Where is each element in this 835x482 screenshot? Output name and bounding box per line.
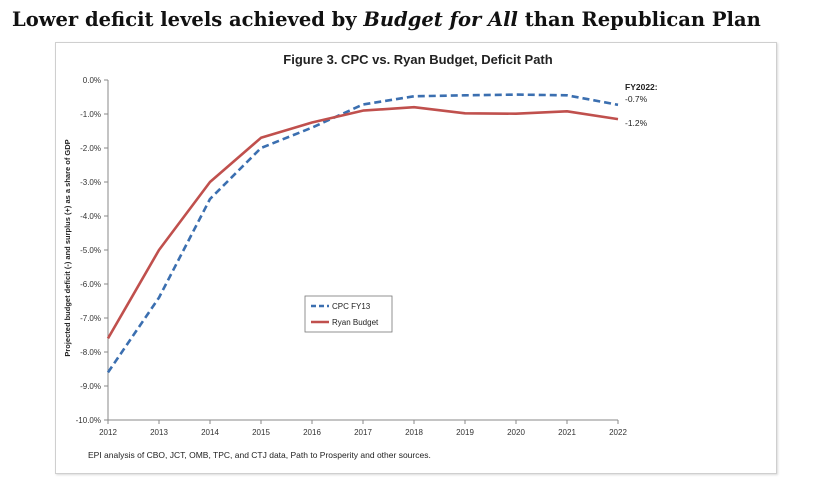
x-tick-label: 2020: [507, 428, 525, 437]
y-tick-label: -2.0%: [80, 144, 101, 153]
headline-emphasis: Budget for All: [363, 8, 518, 31]
y-tick-label: -7.0%: [80, 314, 101, 323]
fy2022-header: FY2022:: [625, 82, 658, 92]
x-tick-label: 2015: [252, 428, 270, 437]
headline-part2: than Republican Plan: [517, 8, 761, 31]
chart-axes: 0.0% -1.0% -2.0% -3.0% -4.0% -5.0% -6.0% -7.0% -…: [76, 76, 628, 437]
y-tick-label: 0.0%: [83, 76, 101, 85]
legend-box: [304, 295, 393, 333]
legend-label: CPC FY13: [332, 302, 371, 311]
x-tick-label: 2021: [558, 428, 576, 437]
chart-title: Figure 3. CPC vs. Ryan Budget, Deficit P…: [283, 52, 552, 67]
page-headline: Lower deficit levels achieved by Budget …: [12, 8, 761, 31]
legend-label: Ryan Budget: [332, 318, 379, 327]
y-tick-label: -4.0%: [80, 212, 101, 221]
x-tick-label: 2016: [303, 428, 321, 437]
y-tick-label: -1.0%: [80, 110, 101, 119]
x-tick-label: 2018: [405, 428, 423, 437]
x-tick-label: 2013: [150, 428, 168, 437]
source-note: EPI analysis of CBO, JCT, OMB, TPC, and …: [88, 450, 431, 460]
chart-legend: CPC FY13 Ryan Budget: [304, 295, 393, 333]
y-tick-label: -9.0%: [80, 382, 101, 391]
fy2022-ryan-value: -1.2%: [625, 118, 648, 128]
x-tick-label: 2017: [354, 428, 372, 437]
headline-part1: Lower deficit levels achieved by: [12, 8, 364, 31]
x-tick-label: 2014: [201, 428, 219, 437]
series-line-cpc: [106, 93, 619, 374]
chart-frame: [55, 42, 777, 474]
y-tick-label: -8.0%: [80, 348, 101, 357]
x-tick-label: 2022: [609, 428, 627, 437]
fy2022-cpc-value: -0.7%: [625, 94, 648, 104]
x-tick-label: 2012: [99, 428, 117, 437]
y-tick-label: -10.0%: [76, 416, 101, 425]
y-tick-label: -3.0%: [80, 178, 101, 187]
chart-series: [106, 93, 619, 374]
series-line-ryan: [106, 105, 619, 340]
y-axis-label: Projected budget deficit (-) and surplus…: [63, 139, 72, 356]
y-tick-label: -5.0%: [80, 246, 101, 255]
x-tick-label: 2019: [456, 428, 474, 437]
y-tick-label: -6.0%: [80, 280, 101, 289]
